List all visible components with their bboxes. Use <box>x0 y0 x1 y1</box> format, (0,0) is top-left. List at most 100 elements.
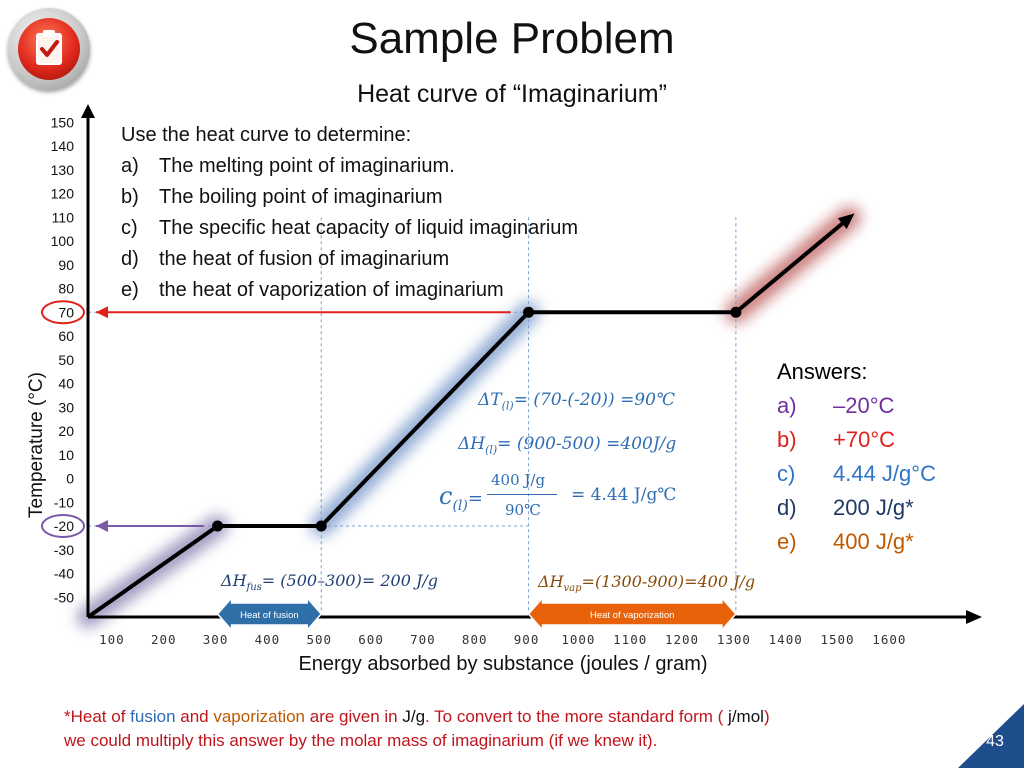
slide-title: Sample Problem <box>349 14 675 63</box>
data-point <box>212 520 224 532</box>
question-text: the heat of vaporization of imaginarium <box>159 279 504 301</box>
fraction-numerator: 400 J/g <box>491 471 546 489</box>
answer-text: 4.44 J/g°C <box>833 461 936 486</box>
answer-letter: c) <box>777 461 796 486</box>
y-tick-label: 150 <box>51 114 75 130</box>
tick-highlight-ring <box>41 514 85 538</box>
fraction-bar <box>487 494 557 495</box>
y-tick-label: 40 <box>58 376 74 392</box>
x-axis-arrow-icon <box>966 610 982 624</box>
y-tick-label: -40 <box>54 566 74 582</box>
x-tick-label: 1000 <box>561 632 595 647</box>
y-axis-title: Temperature (°C) <box>26 372 47 518</box>
y-tick-label: 20 <box>58 423 74 439</box>
footnote: *Heat of fusion and vaporization are giv… <box>64 705 770 753</box>
range-arrow-label: Heat of fusion <box>240 610 299 621</box>
y-tick-label: 80 <box>58 281 74 297</box>
footnote-line-1: *Heat of fusion and vaporization are giv… <box>64 707 770 726</box>
question-letter: b) <box>121 186 139 208</box>
x-tick-label: 1100 <box>613 632 647 647</box>
data-point <box>730 306 742 318</box>
y-tick-label: 0 <box>66 471 74 487</box>
data-point <box>523 306 535 318</box>
y-tick-label: -50 <box>54 589 74 605</box>
range-arrow-label: Heat of vaporization <box>590 610 675 621</box>
answer-text: +70°C <box>833 427 896 452</box>
question-text: The melting point of imaginarium. <box>159 155 455 177</box>
question-text: The specific heat capacity of liquid ima… <box>159 217 579 239</box>
tick-highlight-ring <box>41 300 85 325</box>
y-tick-label: -10 <box>54 494 74 510</box>
y-tick-label: 10 <box>58 447 74 463</box>
x-tick-label: 1400 <box>769 632 803 647</box>
y-tick-label: -20 <box>54 518 74 534</box>
delta-h-fusion-equation: ΔHfus= (500–300)= 200 J/g <box>221 571 439 594</box>
x-tick-label: 600 <box>358 632 384 647</box>
x-tick-label: 300 <box>203 632 229 647</box>
answer-item: a) –20°C <box>777 389 894 423</box>
answers-header: Answers: <box>777 359 868 384</box>
slide-subtitle: Heat curve of “Imaginarium” <box>357 80 667 108</box>
curve-arrow-icon <box>837 213 855 230</box>
data-point <box>315 520 327 532</box>
range-arrow <box>527 596 737 632</box>
x-axis-title: Energy absorbed by substance (joules / g… <box>298 653 707 675</box>
answer-item: e) 400 J/g* <box>777 525 914 559</box>
y-tick-label: -30 <box>54 542 74 558</box>
specific-heat-symbol: c(l)= <box>439 482 483 514</box>
question-item: e) the heat of vaporization of imaginari… <box>121 275 504 306</box>
x-tick-label: 1500 <box>820 632 854 647</box>
y-axis-arrow-icon <box>81 104 95 118</box>
delta-h-vaporization-equation: ΔHvap=(1300-900)=400 J/g <box>538 572 756 595</box>
answer-letter: a) <box>777 393 797 418</box>
x-tick-label: 800 <box>462 632 488 647</box>
delta-h-liquid-equation: ΔH(l)= (900-500) =400J/g <box>458 434 677 457</box>
answer-text: 400 J/g* <box>833 529 914 554</box>
question-list: Use the heat curve to determine: a) The … <box>121 120 578 306</box>
x-tick-label: 1300 <box>717 632 751 647</box>
x-tick-label: 500 <box>306 632 332 647</box>
question-letter: d) <box>121 248 139 270</box>
specific-heat-equation: c(l)= 400 J/g 90℃ = 4.44 J/g℃ <box>439 468 709 528</box>
x-tick-label: 1600 <box>872 632 906 647</box>
question-item: d) the heat of fusion of imaginarium <box>121 244 449 275</box>
y-tick-label: 50 <box>58 352 74 368</box>
range-arrow <box>216 596 323 632</box>
question-item: a) The melting point of imaginarium. <box>121 151 455 182</box>
page-number: 43 <box>986 733 1004 750</box>
y-tick-label: 100 <box>51 233 75 249</box>
x-tick-label: 400 <box>255 632 281 647</box>
answer-letter: d) <box>777 495 797 520</box>
y-tick-label: 30 <box>58 399 74 415</box>
question-text: the heat of fusion of imaginarium <box>159 248 450 270</box>
fraction-denominator: 90℃ <box>505 501 541 519</box>
y-tick-label: 140 <box>51 138 75 154</box>
heat-curve-line <box>86 215 852 619</box>
pointer-arrow-icon <box>96 306 108 319</box>
answer-text: –20°C <box>833 393 895 418</box>
x-tick-label: 1200 <box>665 632 699 647</box>
specific-heat-result: = 4.44 J/g℃ <box>571 485 677 505</box>
x-tick-label: 100 <box>99 632 125 647</box>
answer-letter: b) <box>777 427 797 452</box>
answer-item: d) 200 J/g* <box>777 491 914 525</box>
footnote-line-2: we could multiply this answer by the mol… <box>64 731 658 750</box>
answer-item: c) 4.44 J/g°C <box>777 457 936 491</box>
answer-list: Answers: a) –20°C b) +70°C c) 4.44 J/g°C… <box>777 355 936 559</box>
y-tick-label: 70 <box>58 304 74 320</box>
question-item: b) The boiling point of imaginarium <box>121 182 443 213</box>
delta-t-equation: ΔT(l)= (70-(-20)) =90℃ <box>478 390 675 413</box>
x-tick-label: 200 <box>151 632 177 647</box>
question-letter: a) <box>121 155 139 177</box>
x-tick-label: 700 <box>410 632 436 647</box>
question-item: c) The specific heat capacity of liquid … <box>121 213 578 244</box>
answer-item: b) +70°C <box>777 423 895 457</box>
question-letter: c) <box>121 217 138 239</box>
clipboard-check-icon <box>18 18 80 80</box>
x-tick-label: 900 <box>514 632 540 647</box>
logo-badge <box>8 8 90 90</box>
y-tick-label: 90 <box>58 257 74 273</box>
pointer-arrow-icon <box>96 520 108 532</box>
question-text: The boiling point of imaginarium <box>159 186 443 208</box>
